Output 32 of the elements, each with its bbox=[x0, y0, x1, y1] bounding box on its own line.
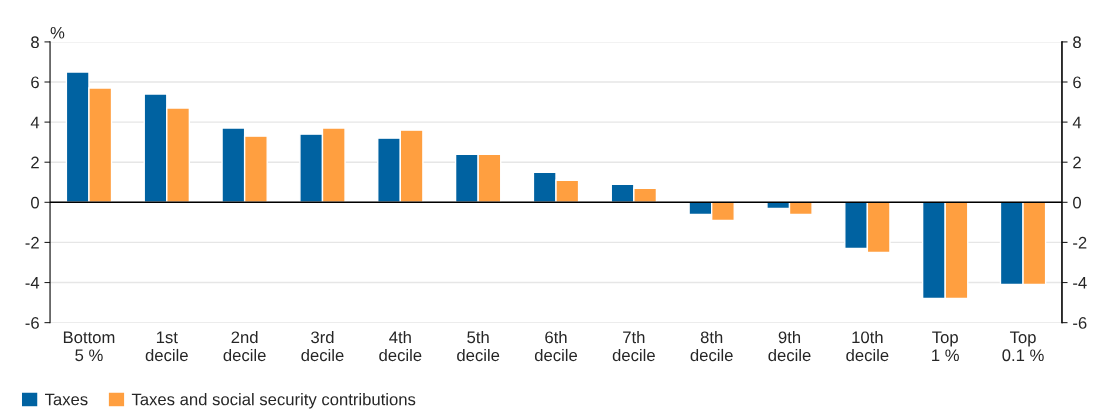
legend-label: Taxes and social security contributions bbox=[131, 393, 416, 409]
y2-tick-label: 4 bbox=[1072, 116, 1082, 129]
y-tick-label: 2 bbox=[31, 156, 39, 169]
x-tick-label: Top 0.1 % bbox=[1002, 331, 1044, 362]
x-tick-label: 3rd decile bbox=[301, 330, 344, 362]
y-tick-label: 0 bbox=[31, 196, 39, 209]
y2-tick-label: 6 bbox=[1073, 76, 1081, 89]
y2-tick-label: -6 bbox=[1073, 317, 1087, 329]
y-tick-label: 8 bbox=[31, 36, 39, 49]
x-tick-label: 7th decile bbox=[612, 330, 655, 362]
y-tick-label: 4 bbox=[30, 116, 40, 129]
y2-tick-label: 0 bbox=[1073, 196, 1081, 209]
y-tick-label: -6 bbox=[25, 317, 39, 329]
y-tick-label: -2 bbox=[25, 236, 39, 249]
y2-tick-label: 2 bbox=[1073, 156, 1081, 169]
y-tick-label: 6 bbox=[31, 76, 39, 89]
y2-tick-label: 8 bbox=[1073, 36, 1081, 49]
y2-tick-label: -2 bbox=[1073, 236, 1087, 249]
x-tick-label: 10th decile bbox=[846, 330, 889, 362]
x-tick-label: 4th decile bbox=[379, 330, 422, 362]
x-tick-label: Bottom 5 % bbox=[63, 331, 115, 362]
x-tick-label: 8th decile bbox=[690, 330, 733, 362]
y-tick-label: -4 bbox=[25, 277, 40, 289]
x-tick-label: 9th decile bbox=[768, 330, 811, 362]
x-tick-label: 5th decile bbox=[457, 330, 500, 362]
x-tick-label: 1st decile bbox=[145, 331, 188, 362]
x-tick-label: Top 1 % bbox=[932, 331, 959, 362]
y-axis-title: % bbox=[50, 26, 65, 39]
legend-label: Taxes bbox=[45, 393, 88, 406]
x-tick-label: 2nd decile bbox=[223, 330, 266, 362]
x-tick-label: 6th decile bbox=[534, 330, 578, 362]
y2-tick-label: -4 bbox=[1073, 277, 1087, 289]
